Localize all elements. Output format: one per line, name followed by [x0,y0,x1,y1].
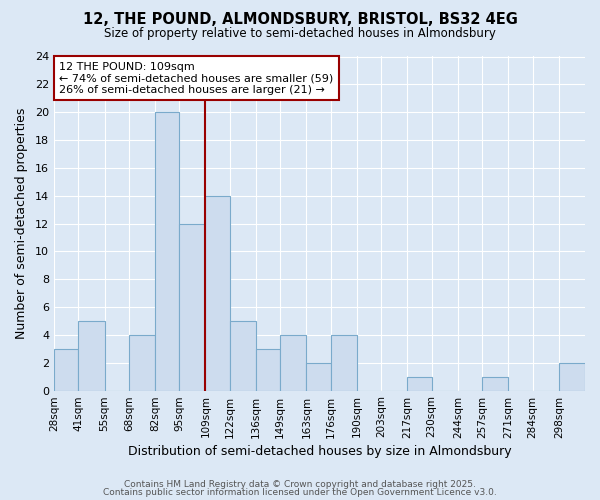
Bar [407,376,431,390]
Bar [205,196,230,390]
Text: Contains public sector information licensed under the Open Government Licence v3: Contains public sector information licen… [103,488,497,497]
Text: Contains HM Land Registry data © Crown copyright and database right 2025.: Contains HM Land Registry data © Crown c… [124,480,476,489]
Bar [54,349,79,391]
Bar [79,321,104,390]
Y-axis label: Number of semi-detached properties: Number of semi-detached properties [15,108,28,339]
Text: 12, THE POUND, ALMONDSBURY, BRISTOL, BS32 4EG: 12, THE POUND, ALMONDSBURY, BRISTOL, BS3… [83,12,517,28]
Bar [179,224,205,390]
Bar [559,362,585,390]
Bar [331,335,357,390]
Text: 12 THE POUND: 109sqm
← 74% of semi-detached houses are smaller (59)
26% of semi-: 12 THE POUND: 109sqm ← 74% of semi-detac… [59,62,334,94]
Bar [155,112,179,390]
Bar [256,349,280,391]
Bar [307,362,331,390]
Bar [280,335,307,390]
X-axis label: Distribution of semi-detached houses by size in Almondsbury: Distribution of semi-detached houses by … [128,444,511,458]
Text: Size of property relative to semi-detached houses in Almondsbury: Size of property relative to semi-detach… [104,28,496,40]
Bar [129,335,155,390]
Bar [482,376,508,390]
Bar [230,321,256,390]
